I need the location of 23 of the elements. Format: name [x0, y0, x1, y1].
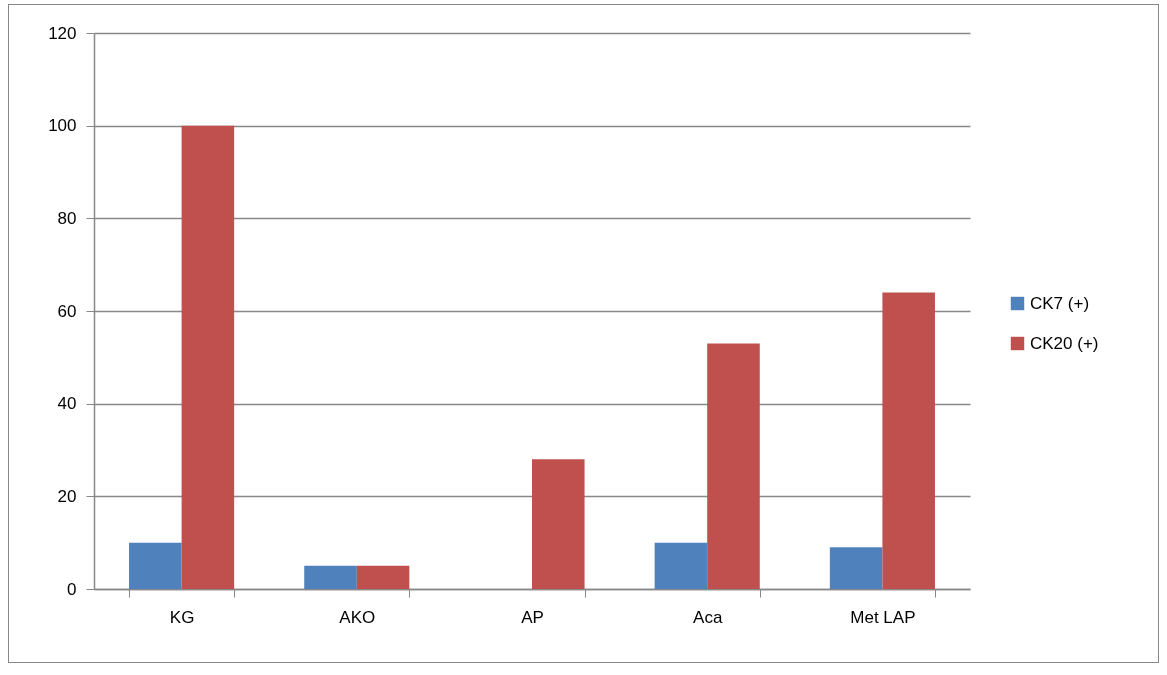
x-tick-label: Met LAP — [850, 607, 916, 627]
y-tick-label: 100 — [48, 116, 77, 136]
bar — [532, 459, 585, 589]
y-tick-label: 20 — [57, 486, 77, 506]
bar — [181, 125, 235, 589]
bar — [882, 292, 935, 589]
y-tick-label: 80 — [57, 208, 77, 228]
x-tick-label: Aca — [693, 607, 723, 627]
y-tick-label: 0 — [67, 579, 77, 599]
y-tick-label: 40 — [57, 394, 77, 414]
bar — [129, 542, 182, 589]
x-tick-label: AKO — [339, 607, 376, 627]
bar — [654, 542, 708, 589]
x-tick-label: AP — [521, 607, 544, 627]
bar — [356, 565, 410, 589]
x-tick-label: KG — [169, 607, 195, 627]
y-tick-label: 120 — [48, 23, 77, 43]
bar — [304, 565, 357, 589]
bar — [829, 547, 883, 589]
bar — [707, 343, 760, 589]
legend-label: CK20 (+) — [1030, 333, 1099, 353]
y-tick-label: 60 — [57, 301, 77, 321]
legend-label: CK7 (+) — [1030, 293, 1090, 313]
